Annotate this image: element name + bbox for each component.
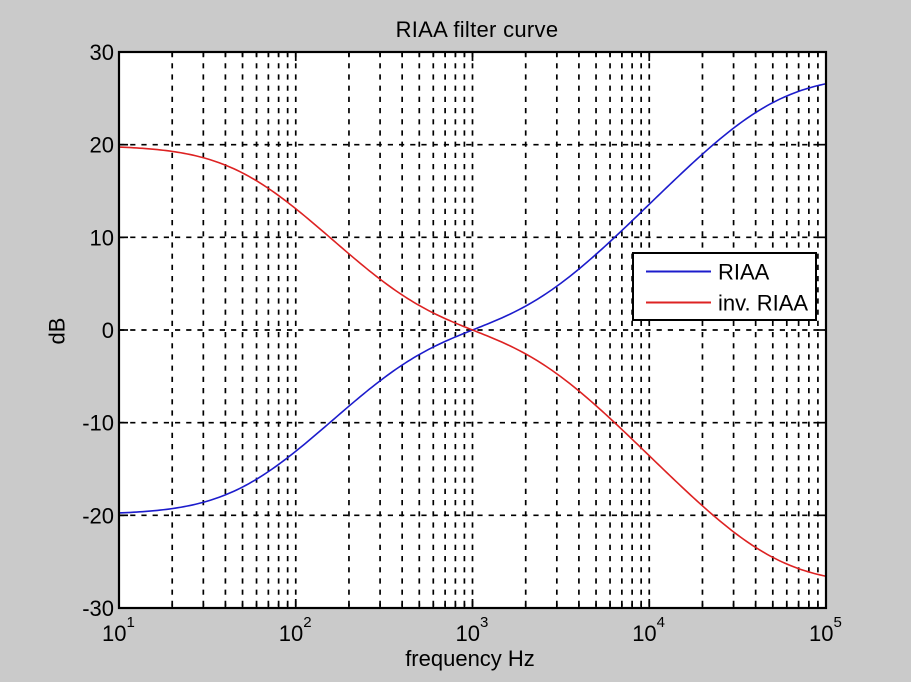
svg-text:30: 30 bbox=[90, 40, 114, 65]
svg-text:RIAA filter curve: RIAA filter curve bbox=[396, 17, 559, 42]
svg-text:-30: -30 bbox=[82, 596, 114, 621]
svg-text:10: 10 bbox=[90, 225, 114, 250]
svg-text:-20: -20 bbox=[82, 503, 114, 528]
svg-text:inv. RIAA: inv. RIAA bbox=[718, 291, 808, 316]
svg-text:0: 0 bbox=[102, 318, 114, 343]
svg-text:20: 20 bbox=[90, 133, 114, 158]
svg-text:dB: dB bbox=[45, 318, 70, 345]
svg-text:-10: -10 bbox=[82, 411, 114, 436]
svg-text:RIAA: RIAA bbox=[718, 260, 770, 285]
svg-text:frequency Hz: frequency Hz bbox=[405, 646, 535, 671]
